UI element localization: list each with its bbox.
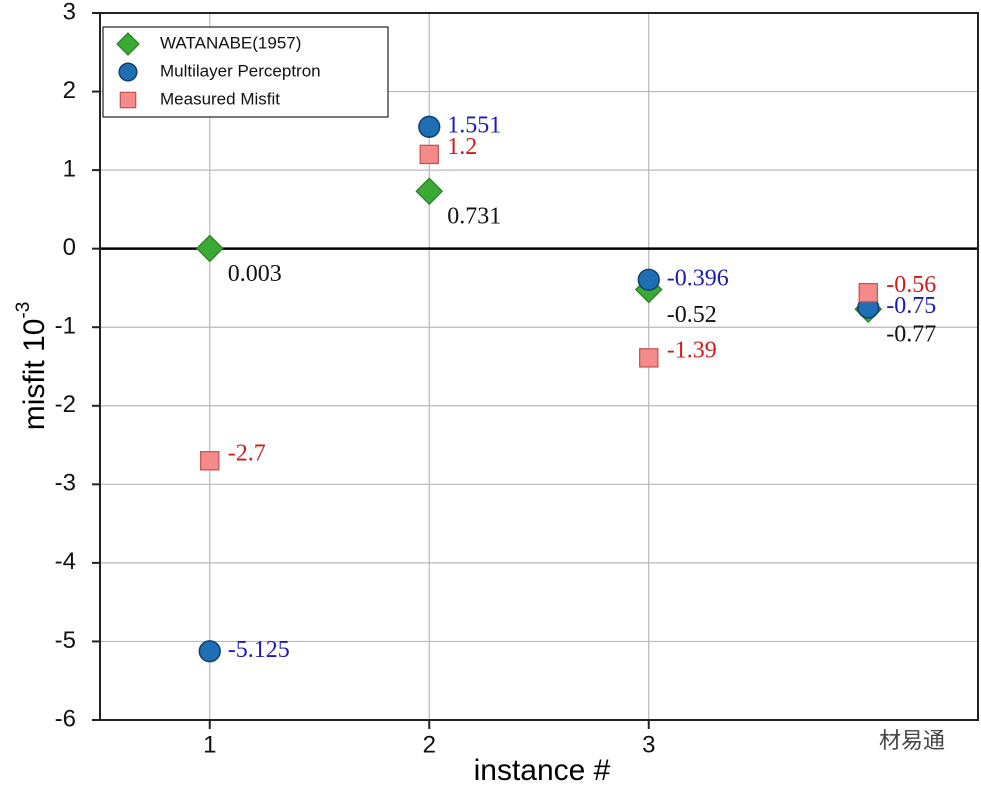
diamond-marker (195, 234, 224, 263)
square-marker (419, 144, 439, 165)
data-label: -1.39 (667, 337, 717, 363)
circle-marker (118, 62, 138, 82)
data-label: 0.731 (447, 204, 501, 230)
legend-box (102, 26, 389, 118)
x-axis-label: instance # (474, 754, 611, 786)
legend-label: Multilayer Perceptron (160, 61, 321, 80)
x-tick-label: 1 (203, 731, 216, 758)
y-tick-label: -6 (55, 705, 76, 732)
y-axis-label: misfit 10-3 (13, 302, 51, 431)
data-label: -0.52 (667, 302, 717, 328)
y-tick-label: -2 (55, 391, 76, 418)
y-tick-label: 0 (63, 234, 76, 261)
x-tick-label: 3 (642, 731, 655, 758)
y-tick-label: 2 (63, 77, 76, 104)
square-marker (858, 282, 878, 303)
diamond-marker (415, 177, 444, 206)
y-axis-label-exponent: -3 (13, 302, 34, 319)
data-label: -0.56 (886, 272, 936, 298)
x-tick-label: 2 (423, 731, 436, 758)
circle-marker (198, 640, 221, 663)
watermark: 材易通 (879, 728, 945, 753)
square-marker (119, 91, 137, 109)
y-tick-label: 3 (63, 0, 76, 25)
data-label: -0.396 (667, 265, 729, 291)
data-label: -5.125 (228, 637, 290, 663)
y-tick-label: -4 (55, 548, 76, 575)
plot-frame (99, 12, 979, 721)
circle-marker (637, 268, 660, 291)
legend-label: Measured Misfit (160, 89, 280, 108)
y-tick-label: -1 (55, 313, 76, 340)
data-label: -0.77 (886, 322, 936, 348)
circle-marker (418, 115, 441, 138)
legend-label: WATANABE(1957) (160, 33, 301, 52)
diamond-marker (116, 32, 140, 56)
y-axis-label-text: misfit 10 (18, 319, 51, 431)
legend: WATANABE(1957) Multilayer Perceptron Measu… (102, 26, 389, 118)
data-label: 1.551 (447, 112, 501, 138)
square-marker (639, 348, 659, 368)
y-tick-label: -3 (55, 470, 76, 497)
data-label: 0.003 (228, 261, 282, 287)
data-label: -0.75 (886, 293, 936, 319)
square-marker (200, 451, 220, 471)
data-label: -2.7 (228, 440, 266, 466)
data-label: 1.2 (447, 134, 477, 160)
y-tick-label: -5 (55, 627, 76, 654)
y-tick-label: 1 (63, 155, 76, 182)
